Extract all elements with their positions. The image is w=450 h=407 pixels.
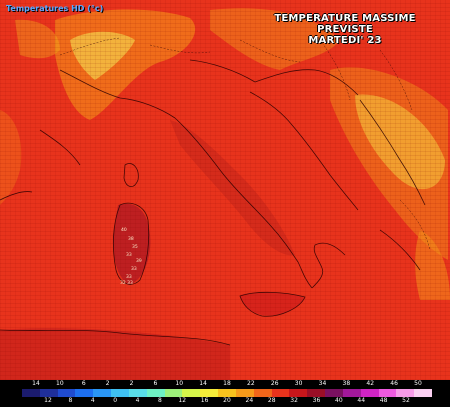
headline-title: TEMPERATURE MASSIME PREVISTE bbox=[274, 13, 416, 35]
legend-label: 30 bbox=[294, 380, 303, 387]
legend-label: 52 bbox=[402, 397, 410, 404]
legend-swatch bbox=[289, 389, 308, 397]
legend-color-bar bbox=[22, 389, 433, 397]
legend-label: 6 bbox=[153, 380, 158, 387]
legend-label: 14 bbox=[32, 380, 40, 387]
warm-zone-north bbox=[210, 8, 340, 71]
legend-label: 36 bbox=[312, 397, 321, 404]
legend-label: 34 bbox=[318, 380, 327, 387]
legend-swatch bbox=[378, 389, 397, 397]
legend-label: 50 bbox=[414, 380, 422, 387]
coastlines bbox=[0, 59, 426, 346]
legend-label: 0 bbox=[113, 397, 118, 404]
cool-zone-northwest bbox=[70, 31, 135, 80]
legend-label: 14 bbox=[199, 380, 207, 387]
legend-swatch bbox=[75, 389, 94, 397]
legend-swatch bbox=[307, 389, 326, 397]
country-borders bbox=[59, 37, 431, 251]
legend-top-labels: 14 10 6 2 2 6 10 14 18 22 26 30 34 38 42 46 50 bbox=[22, 380, 432, 390]
legend-swatch bbox=[164, 389, 183, 397]
legend-label: 44 bbox=[357, 397, 366, 404]
legend-swatch bbox=[396, 389, 415, 397]
sardinia-temperature-value: 39 bbox=[136, 258, 142, 264]
yellow-zone-sea bbox=[15, 19, 60, 59]
sardinia-temperature-value: 33 bbox=[126, 252, 132, 258]
legend-label: 4 bbox=[135, 397, 140, 404]
hot-zone-sardinia bbox=[112, 203, 151, 285]
sardinia-temperature-value: 32 33 bbox=[120, 280, 133, 286]
warm-zone-northwest bbox=[55, 9, 196, 121]
cool-zone-east bbox=[355, 94, 445, 190]
map-headline: TEMPERATURE MASSIME PREVISTE MARTEDI' 23 bbox=[250, 13, 440, 46]
legend-label: 22 bbox=[247, 380, 255, 387]
legend-swatch bbox=[93, 389, 112, 397]
legend-label: 4 bbox=[90, 397, 95, 404]
legend-bottom-labels: 12 8 4 0 4 8 12 16 20 24 28 32 36 40 44 48 52 bbox=[22, 397, 432, 407]
color-scale-legend: 14 10 6 2 2 6 10 14 18 22 26 30 34 38 42 46 50 12 8 4 0 4 8 12… bbox=[0, 380, 450, 407]
legend-swatch bbox=[146, 389, 165, 397]
warm-zone-southeast bbox=[415, 230, 450, 300]
warm-zone-east bbox=[330, 67, 448, 260]
legend-label: 12 bbox=[44, 397, 52, 404]
legend-label: 32 bbox=[290, 397, 298, 404]
legend-label: 40 bbox=[335, 397, 343, 404]
legend-label: 38 bbox=[342, 380, 351, 387]
hot-zone-sicily bbox=[240, 292, 305, 316]
hot-zone-africa bbox=[0, 328, 230, 380]
legend-label: 2 bbox=[129, 380, 134, 387]
legend-swatch bbox=[235, 389, 254, 397]
legend-swatch bbox=[414, 389, 433, 397]
legend-label: 16 bbox=[200, 397, 209, 404]
legend-swatch bbox=[271, 389, 290, 397]
sardinia-temperature-value: 38 bbox=[128, 236, 134, 242]
legend-label: 18 bbox=[223, 380, 231, 387]
sardinia-temperature-value: 35 bbox=[132, 244, 138, 250]
legend-swatch bbox=[325, 389, 343, 397]
legend-label: 8 bbox=[68, 397, 73, 404]
legend-swatch bbox=[111, 389, 129, 397]
layer-title: Temperatures HD (°c) bbox=[6, 4, 104, 13]
legend-swatch bbox=[22, 389, 40, 397]
legend-swatch bbox=[182, 389, 201, 397]
legend-swatch bbox=[218, 389, 236, 397]
legend-swatch bbox=[57, 389, 76, 397]
legend-swatch bbox=[39, 389, 58, 397]
warm-zone-west bbox=[0, 110, 22, 205]
sardinia-temperature-value: 33 bbox=[131, 266, 137, 272]
legend-label: 46 bbox=[390, 380, 398, 387]
legend-swatch bbox=[128, 389, 147, 397]
hot-zone-italy-center bbox=[170, 120, 295, 256]
legend-label: 42 bbox=[366, 380, 375, 387]
legend-swatch bbox=[360, 389, 379, 397]
legend-label: 20 bbox=[223, 397, 231, 404]
sardinia-temperature-value: 40 bbox=[121, 227, 127, 233]
legend-label: 10 bbox=[175, 380, 184, 387]
legend-label: 6 bbox=[81, 380, 86, 387]
legend-label: 10 bbox=[56, 380, 64, 387]
headline-date: MARTEDI' 23 bbox=[308, 35, 382, 46]
legend-label: 28 bbox=[267, 397, 276, 404]
legend-label: 26 bbox=[270, 380, 279, 387]
legend-swatch bbox=[253, 389, 272, 397]
legend-label: 12 bbox=[178, 397, 187, 404]
legend-swatch bbox=[200, 389, 219, 397]
legend-label: 48 bbox=[379, 397, 388, 404]
legend-label: 2 bbox=[105, 380, 110, 387]
legend-swatch bbox=[342, 389, 361, 397]
legend-label: 24 bbox=[245, 397, 254, 404]
sardinia-temperature-value: 33 bbox=[126, 274, 132, 280]
legend-label: 8 bbox=[157, 397, 162, 404]
